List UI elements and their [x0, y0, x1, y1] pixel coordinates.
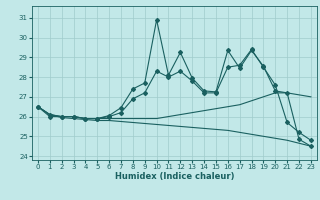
X-axis label: Humidex (Indice chaleur): Humidex (Indice chaleur) — [115, 172, 234, 181]
